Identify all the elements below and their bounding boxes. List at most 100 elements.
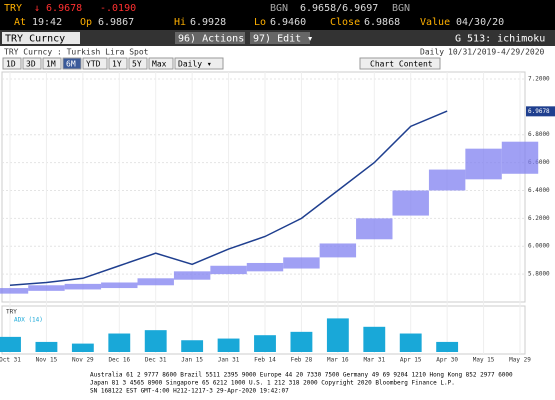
security[interactable]: TRY Curncy <box>5 34 65 45</box>
footer-line: SN 168122 EST GMT-4:00 H212-1217-3 29-Ap… <box>90 388 289 395</box>
range-button-label[interactable]: YTD <box>86 60 101 69</box>
cloud <box>465 148 502 180</box>
value: 6.9928 <box>190 17 226 28</box>
actions[interactable]: 96) Actions ▾ <box>178 34 256 45</box>
chart-content-button[interactable] <box>359 57 441 70</box>
x-tick-label: Mar 31 <box>363 357 385 364</box>
range-button[interactable] <box>128 57 148 70</box>
label: Hi <box>174 17 186 28</box>
cloud <box>137 278 174 286</box>
edit-button[interactable] <box>250 32 310 44</box>
range-button[interactable] <box>82 57 108 70</box>
y-tick-label: 6.0000 <box>528 243 550 250</box>
adx-bar <box>290 331 313 352</box>
cloud <box>283 257 320 269</box>
range-button[interactable] <box>148 57 174 70</box>
range-button[interactable] <box>2 57 22 70</box>
y-tick-label: 6.2000 <box>528 215 550 222</box>
x-tick-label: Mar 16 <box>327 357 349 364</box>
price-line <box>9 110 448 287</box>
x-tick-label: Dec 31 <box>145 357 167 364</box>
legend-entry: ADX (14) <box>14 317 43 324</box>
adx-bar <box>436 341 459 352</box>
x-tick-label: Feb 14 <box>254 357 276 364</box>
y-tick-label: 6.4000 <box>528 187 550 194</box>
cloud <box>210 265 247 275</box>
range-button-label[interactable]: Max <box>152 60 167 69</box>
range-button-label[interactable]: 3D <box>26 60 36 69</box>
range-button-label[interactable]: 5Y <box>132 60 142 69</box>
label: Close <box>330 17 360 28</box>
range-button[interactable] <box>22 57 42 70</box>
security-name: TRY Curncy : Turkish Lira Spot <box>4 48 149 57</box>
range-button[interactable] <box>42 57 62 70</box>
cloud <box>501 141 539 174</box>
x-tick-label: Jan 31 <box>218 357 240 364</box>
x-tick-label: May 15 <box>473 357 495 364</box>
x-tick-label: May 29 <box>509 357 531 364</box>
adx-bar <box>144 330 167 352</box>
range-button-label[interactable]: 1D <box>6 60 16 69</box>
source: BGN <box>392 3 410 14</box>
last-price-label: 6.9678 <box>528 108 550 115</box>
range-button-label[interactable]: 1M <box>46 60 56 69</box>
adx-bar <box>254 335 276 352</box>
footer-line: Japan 81 3 4565 8900 Singapore 65 6212 1… <box>90 380 455 387</box>
value: 6.9460 <box>270 17 306 28</box>
cloud <box>173 271 211 280</box>
x-tick-label: Dec 16 <box>108 357 130 364</box>
y-tick-label: 6.6000 <box>528 159 550 166</box>
adx-bar <box>363 326 386 352</box>
range-button-label[interactable]: Daily ▾ <box>178 60 212 69</box>
y-tick-label: 5.8000 <box>528 271 550 278</box>
chart-name: G 513: ichimoku <box>455 34 545 45</box>
quote-row: At 19:42 Op 6.9867 Hi 6.9928 Lo 6.9460 C… <box>14 17 504 28</box>
actions-button[interactable] <box>175 32 245 44</box>
cloud <box>428 169 466 191</box>
value: 19:42 <box>32 17 62 28</box>
footer <box>0 370 555 400</box>
value: 04/30/20 <box>456 17 504 28</box>
x-tick-label: Nov 15 <box>36 357 58 364</box>
label: Value <box>420 17 450 28</box>
adx-bar <box>35 341 58 352</box>
range-button[interactable] <box>108 57 128 70</box>
adx-bar <box>217 338 240 352</box>
adx-bar <box>399 333 422 352</box>
cloud <box>392 190 429 216</box>
x-tick-label: Jan 15 <box>181 357 203 364</box>
label: Lo <box>254 17 266 28</box>
last-price-tag <box>526 106 555 117</box>
panel-title: TRY <box>6 309 17 316</box>
value: 6.9868 <box>364 17 400 28</box>
adx-bar <box>181 340 204 352</box>
bid-ask: 6.9658/6.9697 <box>300 3 378 14</box>
security-box[interactable] <box>2 32 80 44</box>
adx-bar <box>71 343 94 352</box>
cloud <box>319 243 357 258</box>
cloud <box>356 218 393 240</box>
y-tick-label: 6.8000 <box>528 131 550 138</box>
range-button[interactable] <box>174 57 224 70</box>
cloud <box>28 285 65 291</box>
change: -.0190 <box>100 3 136 14</box>
cloud <box>101 282 138 289</box>
date-range: 10/31/2019-4/29/2020 <box>448 48 545 57</box>
label: Op <box>80 17 92 28</box>
chart-content[interactable]: Chart Content <box>370 60 433 69</box>
adx-bar <box>108 333 131 352</box>
range-button[interactable] <box>62 57 82 70</box>
footer-line: Australia 61 2 9777 8600 Brazil 5511 239… <box>90 372 513 379</box>
cloud <box>0 288 29 294</box>
x-tick-label: Apr 15 <box>400 357 422 364</box>
range-button-label[interactable]: 1Y <box>112 60 122 69</box>
x-tick-label: Apr 30 <box>436 357 458 364</box>
frequency: Daily <box>420 48 444 57</box>
x-tick-label: Oct 31 <box>0 357 21 364</box>
adx-bar <box>0 336 21 352</box>
cloud <box>246 262 284 272</box>
edit[interactable]: 97) Edit ▾ <box>253 34 313 45</box>
source: BGN <box>270 3 288 14</box>
range-button-label[interactable]: 6M <box>66 60 76 69</box>
